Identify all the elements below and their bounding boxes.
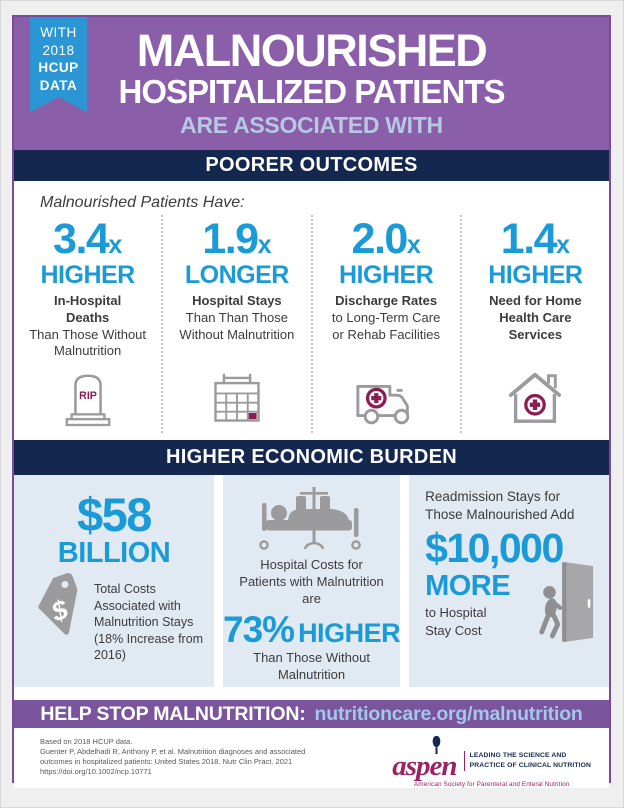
total-cost-description: Total Costs Associated with Malnutrition… <box>94 582 204 663</box>
aspen-subline: American Society for Parenteral and Ente… <box>413 781 570 789</box>
stat-value: 1.9x <box>202 215 272 263</box>
help-bar-label: HELP STOP MALNUTRITION: <box>40 703 306 725</box>
badge-line: DATA <box>39 77 78 93</box>
header-subtitle: ARE ASSOCIATED WITH <box>180 112 443 139</box>
stat-keyword: HIGHER <box>40 261 136 289</box>
readmission-more-block: MORE to Hospital Stay Cost <box>425 569 511 649</box>
stat-home-care: 1.4x HIGHER Need for Home Health Care Se… <box>459 215 609 433</box>
header: WITH 2018 HCUP DATA MALNOURISHED HOSPITA… <box>14 17 609 150</box>
poorer-outcomes-bar: POORER OUTCOMES <box>14 150 609 181</box>
stat-text: Than Than Those Without Malnutrition <box>179 309 295 342</box>
citation-line: Guenter P, Abdelhadi R, Anthony P, et al… <box>40 747 306 757</box>
hcup-data-badge: WITH 2018 HCUP DATA <box>30 17 87 113</box>
stat-bold-text: Need for Home Health Care Services <box>489 293 582 342</box>
calendar-icon <box>163 361 310 427</box>
footer: Based on 2018 HCUP data. Guenter P, Abde… <box>14 728 609 789</box>
hospital-cost-stat: 73% HIGHER <box>223 608 401 650</box>
stat-value: 1.4x <box>500 215 570 263</box>
stat-stays: 1.9x LONGER Hospital Stays Than Than Tho… <box>161 215 310 433</box>
infographic-poster: WITH 2018 HCUP DATA MALNOURISHED HOSPITA… <box>12 15 611 789</box>
hospital-cost-sub: Than Those Without Malnutrition <box>253 649 370 682</box>
hospital-bed-icon <box>223 483 400 557</box>
aspen-logo: aspen LEADING THE SCIENCE AND PRACTICE O… <box>392 735 591 789</box>
stat-keyword: LONGER <box>184 261 289 289</box>
stat-value: 3.4x <box>53 215 123 263</box>
discharge-door-icon <box>533 555 599 649</box>
home-care-icon <box>462 361 609 427</box>
aspen-tagline: LEADING THE SCIENCE AND PRACTICE OF CLIN… <box>463 751 591 771</box>
readmission-amount: $10,000 <box>425 524 564 571</box>
doi-link[interactable]: https://doi.org/10.1002/ncp.10771 <box>40 767 152 777</box>
stat-bold-text: Hospital Stays <box>192 293 282 309</box>
stat-keyword: HIGHER <box>488 261 583 289</box>
rip-label: RIP <box>79 390 97 402</box>
readmission-lead: Readmission Stays for Those Malnourished… <box>425 489 575 522</box>
aspen-wordmark: aspen <box>392 735 458 781</box>
feeding-tube-icon <box>430 735 443 755</box>
stat-deaths: 3.4x HIGHER In-Hospital Deaths Than Thos… <box>14 215 161 433</box>
hospital-cost-lead: Hospital Costs for Patients with Malnutr… <box>239 557 384 606</box>
total-cost-unit: BILLION <box>57 537 171 569</box>
badge-line: HCUP <box>38 60 79 76</box>
stats-intro: Malnourished Patients Have: <box>40 194 245 211</box>
more-sub: to Hospital Stay Cost <box>425 605 487 638</box>
total-cost-amount: $58 <box>77 488 152 541</box>
help-stop-malnutrition-bar: HELP STOP MALNUTRITION: nutritioncare.org… <box>14 700 609 728</box>
main-title-line2: HOSPITALIZED PATIENTS <box>118 73 505 110</box>
economic-burden-bar: HIGHER ECONOMIC BURDEN <box>14 440 609 475</box>
readmission-panel: Readmission Stays for Those Malnourished… <box>409 475 609 687</box>
stats-grid: 3.4x HIGHER In-Hospital Deaths Than Thos… <box>14 215 609 433</box>
stat-value: 2.0x <box>351 215 421 263</box>
badge-line: WITH <box>40 25 77 40</box>
badge-line: 2018 <box>42 42 75 58</box>
citation: Based on 2018 HCUP data. Guenter P, Abde… <box>40 737 305 788</box>
main-title-line1: MALNOURISHED <box>136 25 488 76</box>
outcomes-section: Malnourished Patients Have: 3.4x HIGHER … <box>14 181 609 440</box>
economic-section: $58 BILLION $ Total Costs Associated wit… <box>14 475 609 687</box>
ambulance-icon <box>313 361 460 427</box>
stat-bold-text: In-Hospital Deaths <box>54 293 122 325</box>
stat-text: Than Those Without Malnutrition <box>29 326 147 359</box>
hospital-cost-panel: Hospital Costs for Patients with Malnutr… <box>223 475 401 687</box>
malnutrition-link[interactable]: nutritioncare.org/malnutrition <box>314 703 583 725</box>
stat-discharge: 2.0x HIGHER Discharge Rates to Long-Term… <box>310 215 460 433</box>
stat-text: to Long-Term Care or Rehab Facilities <box>331 309 441 342</box>
price-tag-icon: $ <box>26 572 92 646</box>
more-word: MORE <box>425 569 511 602</box>
total-cost-panel: $58 BILLION $ Total Costs Associated wit… <box>14 475 214 687</box>
citation-line: outcomes in hospitalized patients: Unite… <box>40 757 293 767</box>
stat-bold-text: Discharge Rates <box>335 293 438 309</box>
stat-keyword: HIGHER <box>339 261 434 289</box>
tombstone-rip-icon: RIP <box>14 361 161 427</box>
citation-line: Based on 2018 HCUP data. <box>40 737 133 746</box>
